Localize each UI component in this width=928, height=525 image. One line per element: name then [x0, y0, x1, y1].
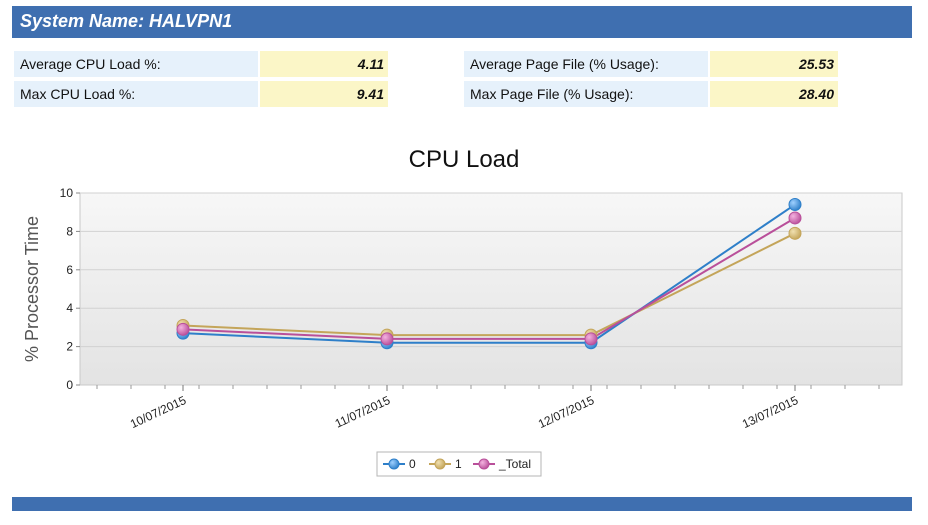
system-name-title: System Name: HALVPN1 [20, 11, 233, 31]
x-tick-label: 11/07/2015 [333, 393, 393, 431]
legend-label: _Total [498, 457, 531, 471]
series-2-point [788, 211, 802, 225]
y-tick-label: 0 [66, 378, 73, 392]
system-header-bar: System Name: HALVPN1 [12, 6, 912, 38]
max-page-file-label: Max Page File (% Usage): [464, 81, 708, 107]
y-tick-label: 10 [60, 186, 74, 200]
series-line-2 [182, 217, 796, 340]
legend-box [376, 451, 542, 477]
y-tick-label: 4 [66, 301, 73, 315]
y-tick-label: 6 [66, 263, 73, 277]
legend-label: 0 [409, 457, 416, 471]
legend-label: 1 [455, 457, 462, 471]
plot-area [79, 192, 903, 386]
series-2-point [584, 332, 598, 346]
legend-swatch-marker [478, 458, 490, 470]
series-line-1 [182, 232, 796, 337]
series-0-point [788, 198, 802, 212]
x-tick-label: 13/07/2015 [740, 393, 801, 431]
avg-cpu-label: Average CPU Load %: [14, 51, 258, 77]
series-2-point [380, 332, 394, 346]
legend-swatch-marker [434, 458, 446, 470]
chart-title: CPU Load [408, 146, 520, 173]
legend-swatch-marker [388, 458, 400, 470]
series-1-point [788, 226, 802, 240]
series-2-point [176, 322, 190, 336]
y-tick-label: 2 [66, 340, 73, 354]
avg-cpu-value: 4.11 [260, 51, 388, 77]
max-cpu-value: 9.41 [260, 81, 388, 107]
max-page-file-value: 28.40 [710, 81, 838, 107]
series-line-0 [182, 203, 796, 344]
x-tick-label: 12/07/2015 [536, 393, 597, 431]
avg-page-file-value: 25.53 [710, 51, 838, 77]
avg-page-file-label: Average Page File (% Usage): [464, 51, 708, 77]
footer-bar [12, 497, 912, 511]
x-tick-label: 10/07/2015 [128, 393, 189, 431]
y-tick-label: 8 [66, 224, 73, 238]
max-cpu-label: Max CPU Load %: [14, 81, 258, 107]
y-axis-title: % Processor Time [22, 216, 42, 362]
